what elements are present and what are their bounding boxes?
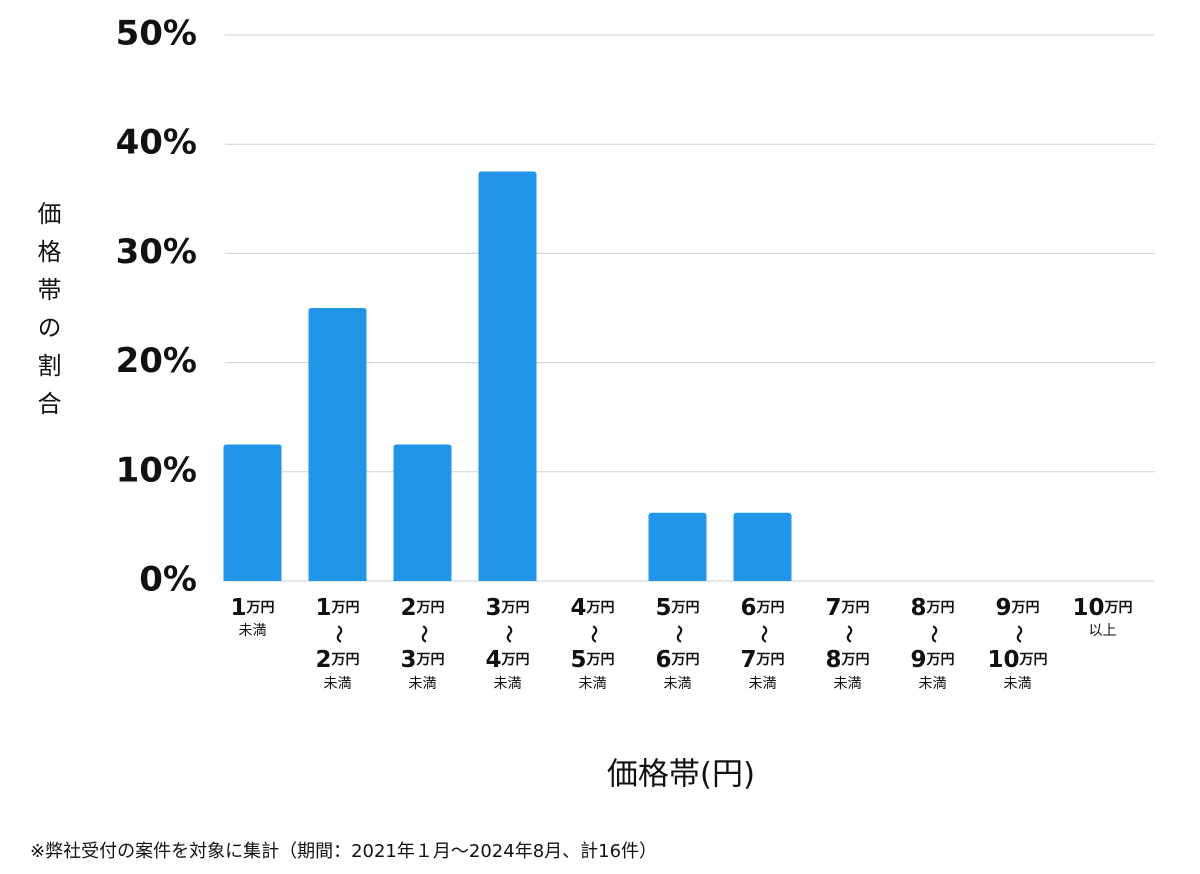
bar: [478, 171, 537, 581]
x-tick-label: 3万円: [400, 647, 444, 673]
x-tick-label: 未満: [239, 623, 267, 639]
x-tick-label: 8万円: [910, 595, 954, 621]
x-tick-label: 未満: [664, 676, 692, 692]
x-tick-label: 5万円: [655, 595, 699, 621]
y-tick-label: 40%: [116, 123, 197, 163]
x-tick-label: 〜: [668, 625, 689, 643]
x-tick-label: 4万円: [570, 595, 614, 621]
x-tick-label: 未満: [919, 676, 947, 692]
x-tick-label: 未満: [579, 676, 607, 692]
x-tick-label: 未満: [494, 676, 522, 692]
x-tick-label: 〜: [413, 625, 434, 643]
x-tick-label: 未満: [409, 676, 437, 692]
x-tick-label: 4万円: [485, 647, 529, 673]
x-tick-label: 以上: [1089, 623, 1117, 639]
x-tick-label: 〜: [753, 625, 774, 643]
x-tick-label: 7万円: [740, 647, 784, 673]
x-tick-label: 10万円: [987, 647, 1047, 673]
x-tick-label: 6万円: [655, 647, 699, 673]
x-tick-label: 1万円: [315, 595, 359, 621]
x-tick-label: 未満: [749, 676, 777, 692]
x-tick-label: 9万円: [910, 647, 954, 673]
x-tick-label: 未満: [834, 676, 862, 692]
bar: [308, 308, 367, 581]
x-tick-label: 〜: [328, 625, 349, 643]
bar: [223, 444, 282, 581]
bar: [733, 512, 792, 581]
x-tick-label: 5万円: [570, 647, 614, 673]
x-tick-label: 7万円: [825, 595, 869, 621]
x-tick-label: 2万円: [315, 647, 359, 673]
x-tick-label: 1万円: [230, 595, 274, 621]
x-tick-label: 6万円: [740, 595, 784, 621]
x-tick-label: 9万円: [995, 595, 1039, 621]
x-tick-label: 〜: [1008, 625, 1029, 643]
x-tick-label: 〜: [498, 625, 519, 643]
bar: [648, 512, 707, 581]
footnote: ※弊社受付の案件を対象に集計（期間：2021年１月〜2024年8月、計16件）: [30, 841, 657, 862]
x-axis-title: 価格帯(円): [607, 757, 755, 793]
x-tick-label: 10万円: [1072, 595, 1132, 621]
y-tick-label: 10%: [116, 450, 197, 490]
y-axis-title: 価格帯の割合: [33, 201, 61, 429]
x-tick-label: 〜: [838, 625, 859, 643]
y-tick-label: 20%: [116, 341, 197, 381]
y-tick-label: 0%: [139, 560, 197, 600]
x-tick-label: 3万円: [485, 595, 529, 621]
x-tick-label: 〜: [923, 625, 944, 643]
x-tick-label: 〜: [583, 625, 604, 643]
x-tick-label: 未満: [1004, 676, 1032, 692]
y-tick-label: 30%: [116, 232, 197, 272]
y-tick-label: 50%: [116, 14, 197, 54]
x-tick-label: 未満: [324, 676, 352, 692]
x-tick-label: 2万円: [400, 595, 444, 621]
bar: [393, 444, 452, 581]
x-tick-label: 8万円: [825, 647, 869, 673]
